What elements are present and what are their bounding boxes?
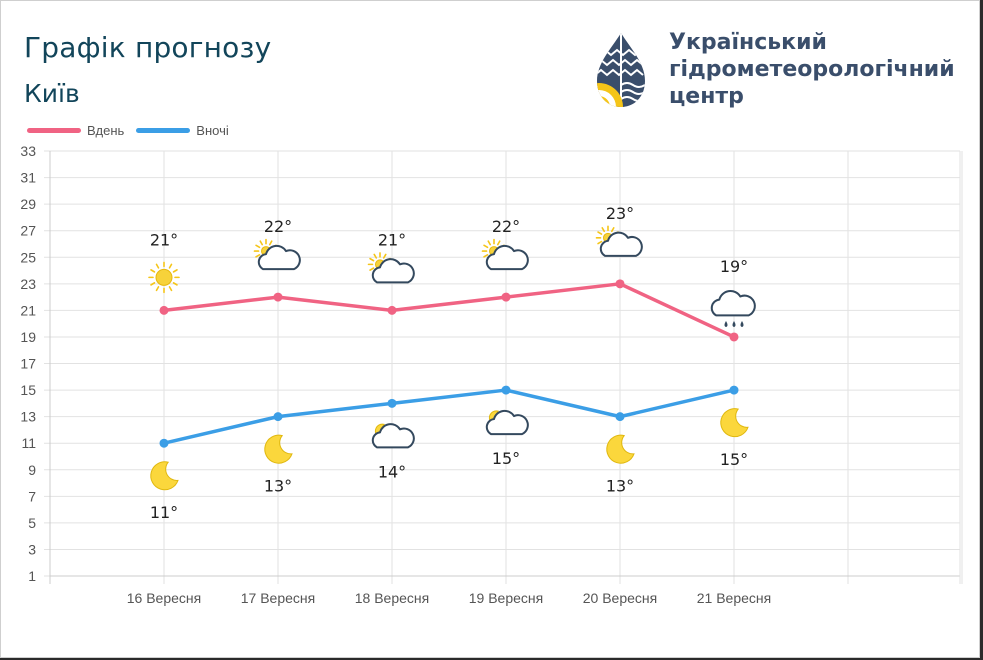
- day-temp-label: 21°: [150, 230, 178, 249]
- x-tick-label: 18 Вересня: [355, 590, 429, 606]
- partly-cloudy-icon: [595, 225, 643, 257]
- night-temp-label: 13°: [606, 477, 634, 496]
- legend-item-night[interactable]: Вночі: [136, 123, 229, 138]
- night-point: [159, 438, 169, 448]
- moon-icon: [720, 408, 749, 438]
- night-point: [729, 385, 739, 395]
- y-tick-label: 17: [20, 356, 36, 372]
- legend-swatch-day: [27, 128, 81, 133]
- partly-cloudy-icon: [253, 238, 301, 271]
- moon-icon: [606, 434, 635, 464]
- day-temp-label: 21°: [378, 230, 406, 249]
- night-temp-label: 15°: [720, 450, 748, 469]
- night-point: [273, 412, 283, 422]
- y-tick-label: 1: [28, 568, 36, 584]
- day-temp-label: 22°: [264, 217, 292, 236]
- sun-icon: [148, 261, 180, 294]
- y-tick-label: 9: [28, 462, 36, 478]
- x-tick-label: 19 Вересня: [469, 590, 543, 606]
- night-temp-label: 13°: [264, 477, 292, 496]
- day-point: [159, 305, 169, 315]
- chart-legend: Вдень Вночі: [27, 123, 241, 138]
- legend-label-day: Вдень: [87, 123, 125, 138]
- org-line-3: центр: [669, 84, 744, 109]
- rain-cloud-icon: [710, 290, 756, 327]
- legend-item-day[interactable]: Вдень: [27, 123, 124, 138]
- day-temp-label: 19°: [720, 257, 748, 276]
- day-temp-label: 23°: [606, 204, 634, 223]
- cloudy-night-icon: [485, 409, 529, 436]
- day-point: [615, 279, 625, 289]
- y-tick-label: 13: [20, 409, 36, 425]
- day-labels: 21° 22° 21° 22° 23° 19°: [150, 204, 748, 276]
- day-point: [501, 292, 511, 302]
- night-labels: 11° 13° 14° 15° 13° 15°: [150, 449, 748, 522]
- moon-icon: [150, 461, 179, 491]
- y-tick-label: 3: [28, 541, 36, 557]
- y-tick-label: 5: [28, 515, 36, 531]
- night-point: [387, 398, 397, 408]
- x-tick-label: 21 Вересня: [697, 590, 771, 606]
- x-tick-label: 20 Вересня: [583, 590, 657, 606]
- night-temp-label: 11°: [150, 503, 178, 522]
- org-line-2: гідрометеорологічний: [669, 57, 955, 82]
- day-point: [387, 305, 397, 315]
- night-temp-label: 15°: [492, 449, 520, 468]
- y-tick-label: 25: [20, 249, 36, 265]
- night-point: [501, 385, 511, 395]
- partly-cloudy-icon: [367, 252, 415, 284]
- night-series: [159, 385, 739, 448]
- y-tick-label: 15: [20, 382, 36, 398]
- night-point: [615, 412, 625, 422]
- cloudy-night-icon: [371, 423, 415, 449]
- y-tick-label: 21: [20, 302, 36, 318]
- organization-name: Український гідрометеорологічний центр: [669, 29, 955, 110]
- day-line: [163, 282, 735, 339]
- legend-label-night: Вночі: [196, 123, 229, 138]
- city-name: Київ: [24, 79, 80, 108]
- moon-icon: [264, 434, 293, 464]
- y-tick-label: 23: [20, 276, 36, 292]
- page-title: Графік прогнозу: [24, 31, 272, 64]
- y-tick-label: 33: [20, 143, 36, 159]
- y-tick-label: 7: [28, 488, 36, 504]
- x-tick-label: 17 Вересня: [241, 590, 315, 606]
- y-tick-label: 11: [21, 435, 36, 451]
- y-tick-label: 29: [20, 196, 36, 212]
- ugmc-logo-icon: [597, 33, 645, 107]
- legend-swatch-night: [136, 128, 191, 133]
- org-line-1: Український: [669, 30, 827, 55]
- y-tick-label: 27: [20, 223, 36, 239]
- night-temp-label: 14°: [378, 462, 406, 481]
- day-series: [159, 279, 739, 342]
- y-tick-label: 19: [20, 329, 36, 345]
- day-point: [273, 292, 283, 302]
- day-temp-label: 22°: [492, 217, 520, 236]
- y-tick-label: 31: [20, 170, 36, 186]
- night-line: [163, 388, 735, 445]
- partly-cloudy-icon: [481, 238, 529, 271]
- day-point: [729, 332, 739, 342]
- x-tick-label: 16 Вересня: [127, 590, 201, 606]
